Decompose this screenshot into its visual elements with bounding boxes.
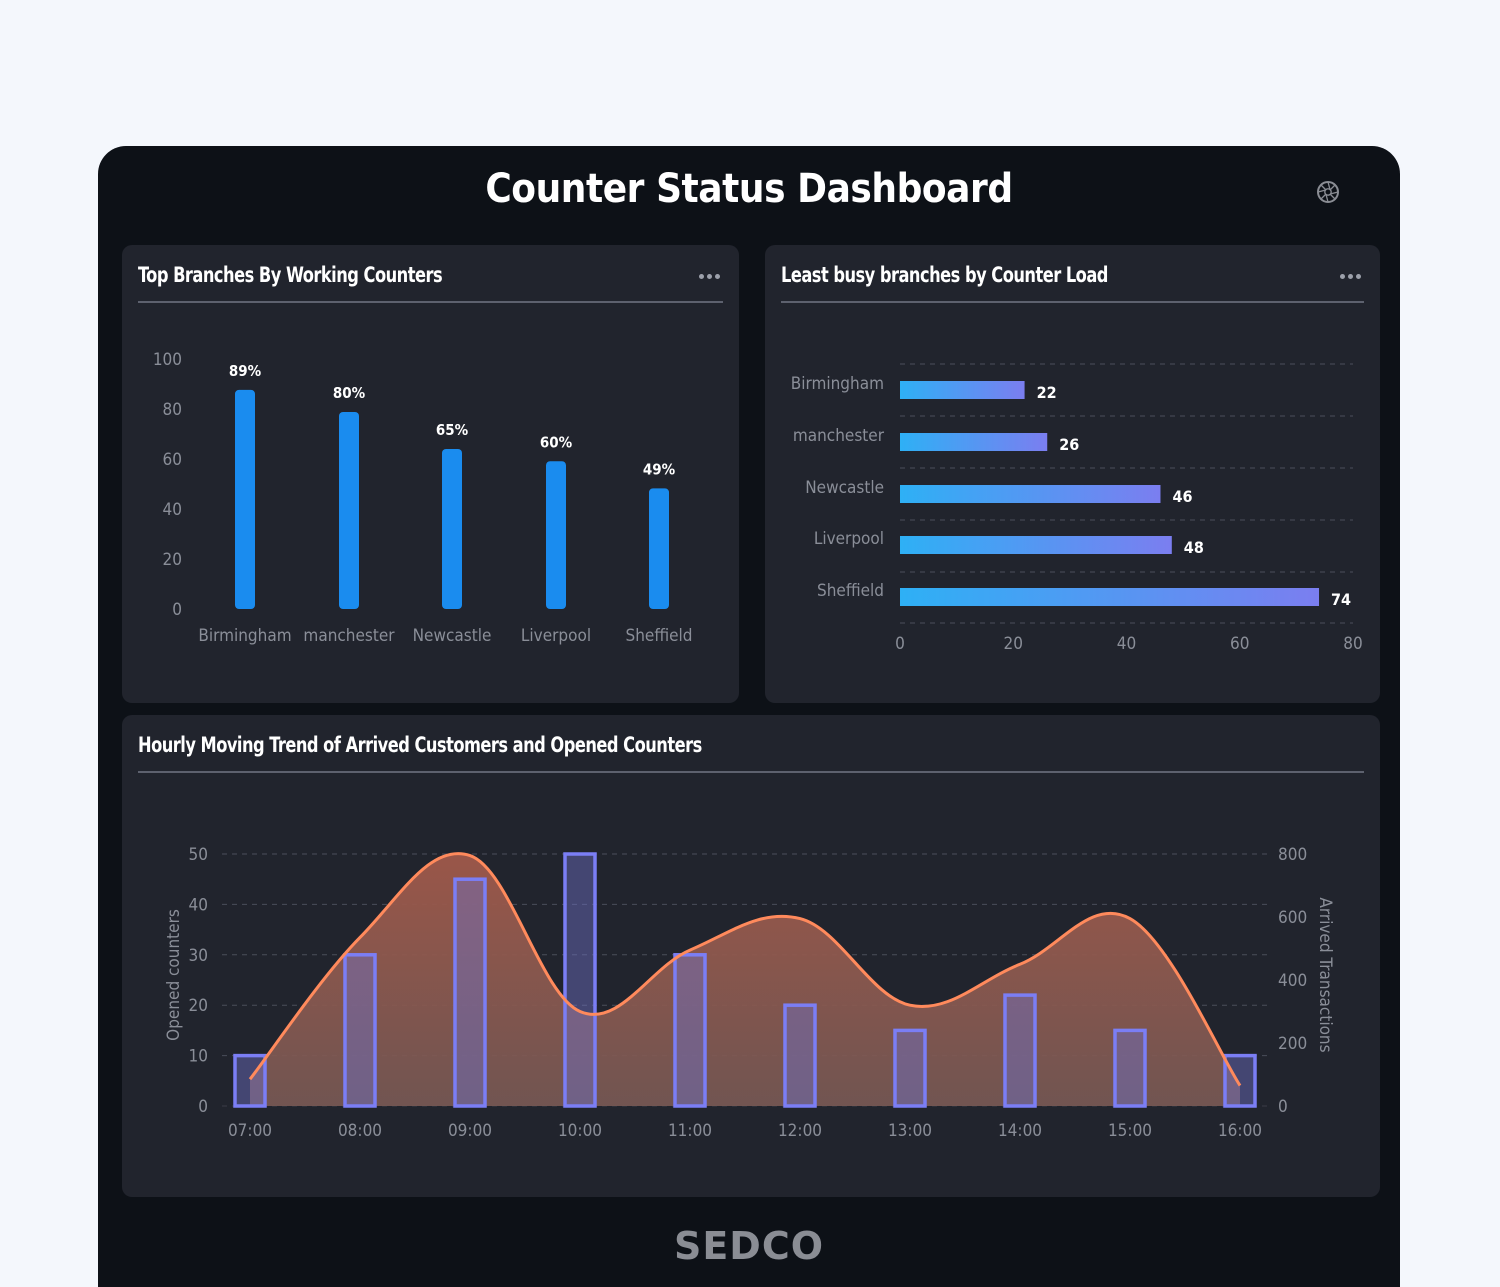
y-right-tick-label: 400	[1278, 971, 1307, 991]
bar[interactable]	[235, 389, 255, 609]
opened-counters-bar[interactable]	[343, 953, 377, 1108]
x-tick-label: 20	[1004, 634, 1023, 654]
opened-counters-bar[interactable]	[453, 877, 487, 1108]
x-tick-label: 0	[895, 634, 905, 654]
opened-counters-bar[interactable]	[673, 953, 707, 1108]
y-tick-label: Birmingham	[791, 374, 884, 394]
hbar[interactable]	[900, 433, 1048, 451]
y-tick-label: Sheffield	[817, 581, 884, 601]
y-tick-label: Liverpool	[814, 529, 884, 549]
panel-divider	[138, 771, 1364, 773]
y-tick-label: 40	[189, 895, 208, 915]
least-busy-panel: Least busy branches by Counter Load 22 Bi…	[765, 245, 1380, 703]
y-right-axis-title: Arrived Transactions	[1315, 897, 1335, 1052]
page-title: Counter Status Dashboard	[485, 166, 1013, 212]
panel-title: Hourly Moving Trend of Arrived Customers…	[138, 733, 702, 757]
x-tick-label: Newcastle	[413, 626, 492, 646]
dashboard-frame: Counter Status Dashboard Top Branches By…	[98, 146, 1400, 1287]
bar-value-label: 60%	[540, 433, 573, 451]
shutter-icon[interactable]	[1316, 180, 1340, 204]
x-tick-label: Sheffield	[626, 626, 693, 646]
hbar[interactable]	[900, 588, 1320, 606]
x-tick-label: 40	[1117, 634, 1136, 654]
panel-divider	[138, 301, 723, 303]
sedco-logo: SEDCO	[673, 1224, 825, 1268]
x-tick-label: 11:00	[668, 1121, 712, 1141]
bar[interactable]	[339, 412, 359, 609]
y-tick-label: 20	[163, 550, 182, 570]
x-tick-label: 80	[1343, 634, 1362, 654]
x-tick-label: 14:00	[998, 1121, 1042, 1141]
hourly-trend-panel: Hourly Moving Trend of Arrived Customers…	[122, 715, 1380, 1197]
y-tick-label: 0	[172, 600, 182, 620]
arrived-transactions-area	[250, 853, 1240, 1106]
bar-value-label: 80%	[333, 384, 366, 402]
bar[interactable]	[546, 461, 566, 609]
opened-counters-bar[interactable]	[1003, 993, 1037, 1108]
y-tick-label: 30	[189, 946, 208, 966]
x-tick-label: 15:00	[1108, 1121, 1152, 1141]
opened-counters-bar[interactable]	[1113, 1028, 1147, 1108]
panel-title: Least busy branches by Counter Load	[781, 263, 1108, 287]
x-tick-label: Birmingham	[198, 626, 291, 646]
y-tick-label: manchester	[793, 426, 885, 446]
hbar[interactable]	[900, 381, 1025, 399]
bar-value-label: 49%	[643, 460, 676, 478]
y-axis-title: Opened counters	[164, 909, 184, 1041]
bar-value-label: 22	[1037, 383, 1057, 402]
x-tick-label: 08:00	[338, 1121, 382, 1141]
y-tick-label: Newcastle	[805, 478, 884, 498]
y-right-tick-label: 200	[1278, 1034, 1307, 1054]
arrived-transactions-line	[248, 852, 1242, 1087]
y-tick-label: 60	[163, 450, 182, 470]
bar-value-label: 74	[1331, 590, 1351, 609]
hbar[interactable]	[900, 485, 1161, 503]
x-tick-label: Liverpool	[521, 626, 591, 646]
y-tick-label: 50	[189, 845, 208, 865]
panel-divider	[781, 301, 1364, 303]
bar[interactable]	[649, 488, 669, 609]
bar-value-label: 65%	[436, 421, 469, 439]
opened-counters-bar[interactable]	[893, 1028, 927, 1108]
hbar[interactable]	[900, 536, 1172, 554]
y-tick-label: 100	[153, 350, 182, 370]
bar-value-label: 46	[1172, 487, 1192, 506]
x-tick-label: 07:00	[228, 1121, 272, 1141]
opened-counters-bar[interactable]	[783, 1003, 817, 1108]
x-tick-label: 13:00	[888, 1121, 932, 1141]
y-tick-label: 40	[163, 500, 182, 520]
y-right-tick-label: 0	[1278, 1097, 1288, 1117]
bar[interactable]	[442, 448, 462, 609]
y-right-tick-label: 800	[1278, 845, 1307, 865]
panel-title: Top Branches By Working Counters	[138, 263, 443, 287]
y-tick-label: 10	[189, 1047, 208, 1067]
y-right-tick-label: 600	[1278, 908, 1307, 928]
hourly-trend-combo-chart: 0 10 20 30 40 50 0 200 400 600 800 Opened counters A…	[164, 845, 1335, 1141]
bar-value-label: 48	[1184, 538, 1204, 557]
top-branches-panel: Top Branches By Working Counters 0 20 40 60…	[122, 245, 739, 703]
more-horizontal-icon[interactable]	[1338, 267, 1362, 285]
more-horizontal-icon[interactable]	[697, 267, 721, 285]
x-tick-label: 12:00	[778, 1121, 822, 1141]
y-tick-label: 80	[163, 400, 182, 420]
x-tick-label: 10:00	[558, 1121, 602, 1141]
opened-counters-bar[interactable]	[563, 852, 597, 1108]
x-tick-label: 09:00	[448, 1121, 492, 1141]
bar-value-label: 26	[1059, 435, 1079, 454]
opened-counters-bar[interactable]	[1223, 1053, 1257, 1108]
y-tick-label: 0	[198, 1097, 208, 1117]
bar-value-label: 89%	[229, 362, 262, 380]
y-tick-label: 20	[189, 996, 208, 1016]
x-tick-label: 16:00	[1218, 1121, 1262, 1141]
top-branches-bar-chart: 0 20 40 60 80 100 89% Birmingham 80% manchester 65…	[153, 350, 693, 646]
x-tick-label: manchester	[303, 626, 395, 646]
x-tick-label: 60	[1230, 634, 1249, 654]
least-busy-hbar-chart: 22 Birmingham 26 manchester 46 Newcastle 48 Liv…	[791, 363, 1363, 654]
